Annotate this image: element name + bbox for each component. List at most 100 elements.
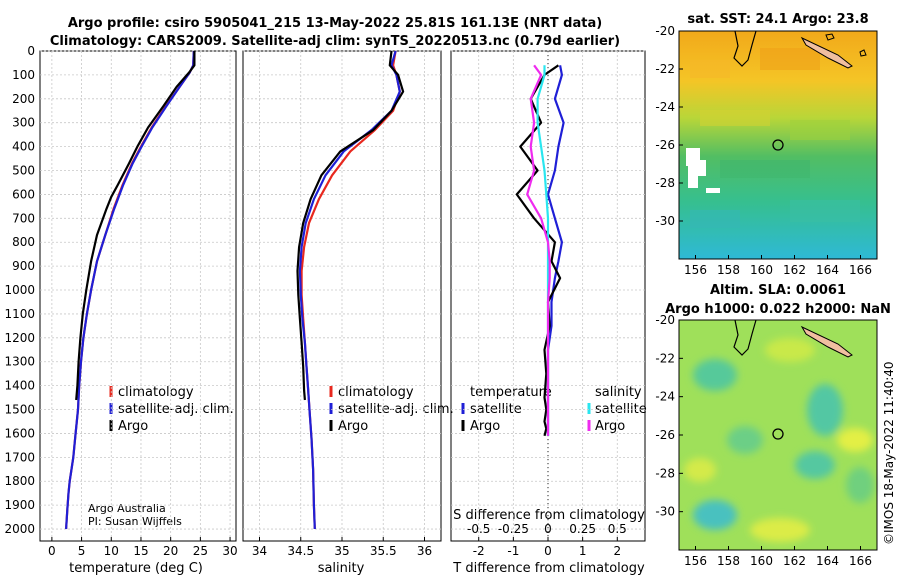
x-tick-label: 5 [78, 544, 86, 558]
float-position-marker [772, 428, 784, 440]
y-tick-label: 1500 [4, 403, 35, 417]
new-caledonia [800, 36, 853, 69]
s-tick-label: -0.25 [498, 522, 529, 536]
y-tick-label: 200 [12, 92, 35, 106]
figure-title-line1: Argo profile: csiro 5905041_215 13-May-2… [68, 16, 602, 31]
x-tick-label: 0 [544, 544, 552, 558]
temperature-legend: climatology satellite-adj. clim. Argo [109, 385, 234, 434]
y-tick-label: 800 [12, 235, 35, 249]
y-tick-label: 1300 [4, 355, 35, 369]
x-tick-label: 35 [334, 544, 349, 558]
coastline [733, 30, 757, 67]
sla-texture [684, 338, 874, 542]
x-tick-label: -2 [473, 544, 485, 558]
y-tick-label: 2000 [4, 522, 35, 536]
sst-map: sat. SST: 24.1 Argo: 23.8 [678, 12, 878, 260]
map-y-tick-label: -20 [655, 313, 675, 327]
y-tick-label: 1000 [4, 283, 35, 297]
map-y-tick-label: -24 [655, 100, 675, 114]
s-tick-label: 0 [544, 522, 552, 536]
y-tick-label: 1400 [4, 379, 35, 393]
float-position-marker [772, 139, 784, 151]
sla-map: Altim. SLA: 0.0061 Argo h1000: 0.022 h20… [665, 283, 891, 551]
legend-climatology: climatology [118, 385, 194, 400]
imos-timestamp: ©IMOS 18-May-2022 11:40:40 [882, 361, 896, 545]
sst-map-title: sat. SST: 24.1 Argo: 23.8 [687, 12, 868, 27]
x-tick-label: -1 [507, 544, 519, 558]
map-y-tick-label: -22 [655, 62, 675, 76]
y-tick-label: 400 [12, 140, 35, 154]
temperature-panel [39, 50, 237, 542]
legend-satellite-adj: satellite-adj. clim. [118, 402, 234, 417]
sst-missing-data [706, 188, 720, 193]
map-x-tick-label: 162 [783, 263, 806, 277]
plot-marks: 0100200300400500600700800900100011001200… [4, 24, 872, 568]
x-tick-label: 35.5 [370, 544, 397, 558]
x-tick-label: 0 [48, 544, 56, 558]
map-x-tick-label: 162 [783, 554, 806, 568]
coastline [733, 319, 757, 356]
map-x-tick-label: 156 [684, 263, 707, 277]
figure-title-line2: Climatology: CARS2009. Satellite-adj cli… [50, 34, 620, 49]
map-y-tick-label: -22 [655, 351, 675, 365]
legend-climatology: climatology [338, 385, 414, 400]
y-tick-label: 1600 [4, 426, 35, 440]
sst-missing-data [686, 148, 706, 188]
x-tick-label: 36 [417, 544, 432, 558]
x-tick-label: 2 [613, 544, 621, 558]
y-tick-label: 1200 [4, 331, 35, 345]
legend-sal-argo: Argo [595, 419, 625, 434]
x-tick-label: 10 [104, 544, 119, 558]
y-tick-label: 1700 [4, 450, 35, 464]
y-tick-label: 300 [12, 116, 35, 130]
map-x-tick-label: 164 [816, 263, 839, 277]
credit-line1: Argo Australia [88, 502, 166, 515]
sla-map-title-line2: Argo h1000: 0.022 h2000: NaN [665, 302, 891, 317]
temperature-axes-frame [39, 50, 237, 542]
map-y-tick-label: -24 [655, 390, 675, 404]
difference-xlabel: T difference from climatology [452, 561, 645, 576]
series-line-argo [296, 50, 405, 401]
x-tick-label: 25 [193, 544, 208, 558]
credit-line2: PI: Susan Wijffels [88, 515, 182, 528]
x-tick-label: 1 [579, 544, 587, 558]
map-x-tick-label: 164 [816, 554, 839, 568]
legend-salinity-title: salinity [595, 385, 642, 400]
temperature-xlabel: temperature (deg C) [69, 561, 203, 576]
map-y-tick-label: -28 [655, 176, 675, 190]
legend-argo: Argo [118, 419, 148, 434]
coastline [825, 33, 867, 57]
map-x-tick-label: 160 [750, 554, 773, 568]
difference-top-xlabel: S difference from climatology [453, 508, 645, 523]
map-x-tick-label: 156 [684, 554, 707, 568]
series-line-argo [75, 51, 196, 401]
x-tick-label: 30 [222, 544, 237, 558]
legend-argo: Argo [338, 419, 368, 434]
map-y-tick-label: -26 [655, 138, 675, 152]
y-tick-label: 1100 [4, 307, 35, 321]
sst-texture [690, 48, 860, 228]
x-tick-label: 34.5 [287, 544, 314, 558]
salinity-xlabel: salinity [318, 561, 365, 576]
x-tick-label: 15 [133, 544, 148, 558]
s-tick-label: 0.5 [608, 522, 627, 536]
s-tick-label: -0.5 [467, 522, 490, 536]
y-tick-label: 700 [12, 211, 35, 225]
y-tick-label: 100 [12, 68, 35, 82]
y-tick-label: 1800 [4, 474, 35, 488]
series-line-satellite-adj-clim- [65, 50, 195, 530]
map-x-tick-label: 158 [717, 263, 740, 277]
map-y-tick-label: -30 [655, 505, 675, 519]
y-tick-label: 900 [12, 259, 35, 273]
difference-legend: temperature satellite Argo salinity sate… [461, 385, 647, 434]
legend-temperature-title: temperature [470, 385, 552, 400]
y-tick-label: 0 [27, 44, 35, 58]
y-tick-label: 500 [12, 164, 35, 178]
y-tick-label: 1900 [4, 498, 35, 512]
map-x-tick-label: 160 [750, 263, 773, 277]
map-y-tick-label: -28 [655, 466, 675, 480]
series-line-satellite-adj-clim- [298, 50, 401, 530]
map-x-tick-label: 166 [849, 554, 872, 568]
s-tick-label: 0.25 [569, 522, 596, 536]
